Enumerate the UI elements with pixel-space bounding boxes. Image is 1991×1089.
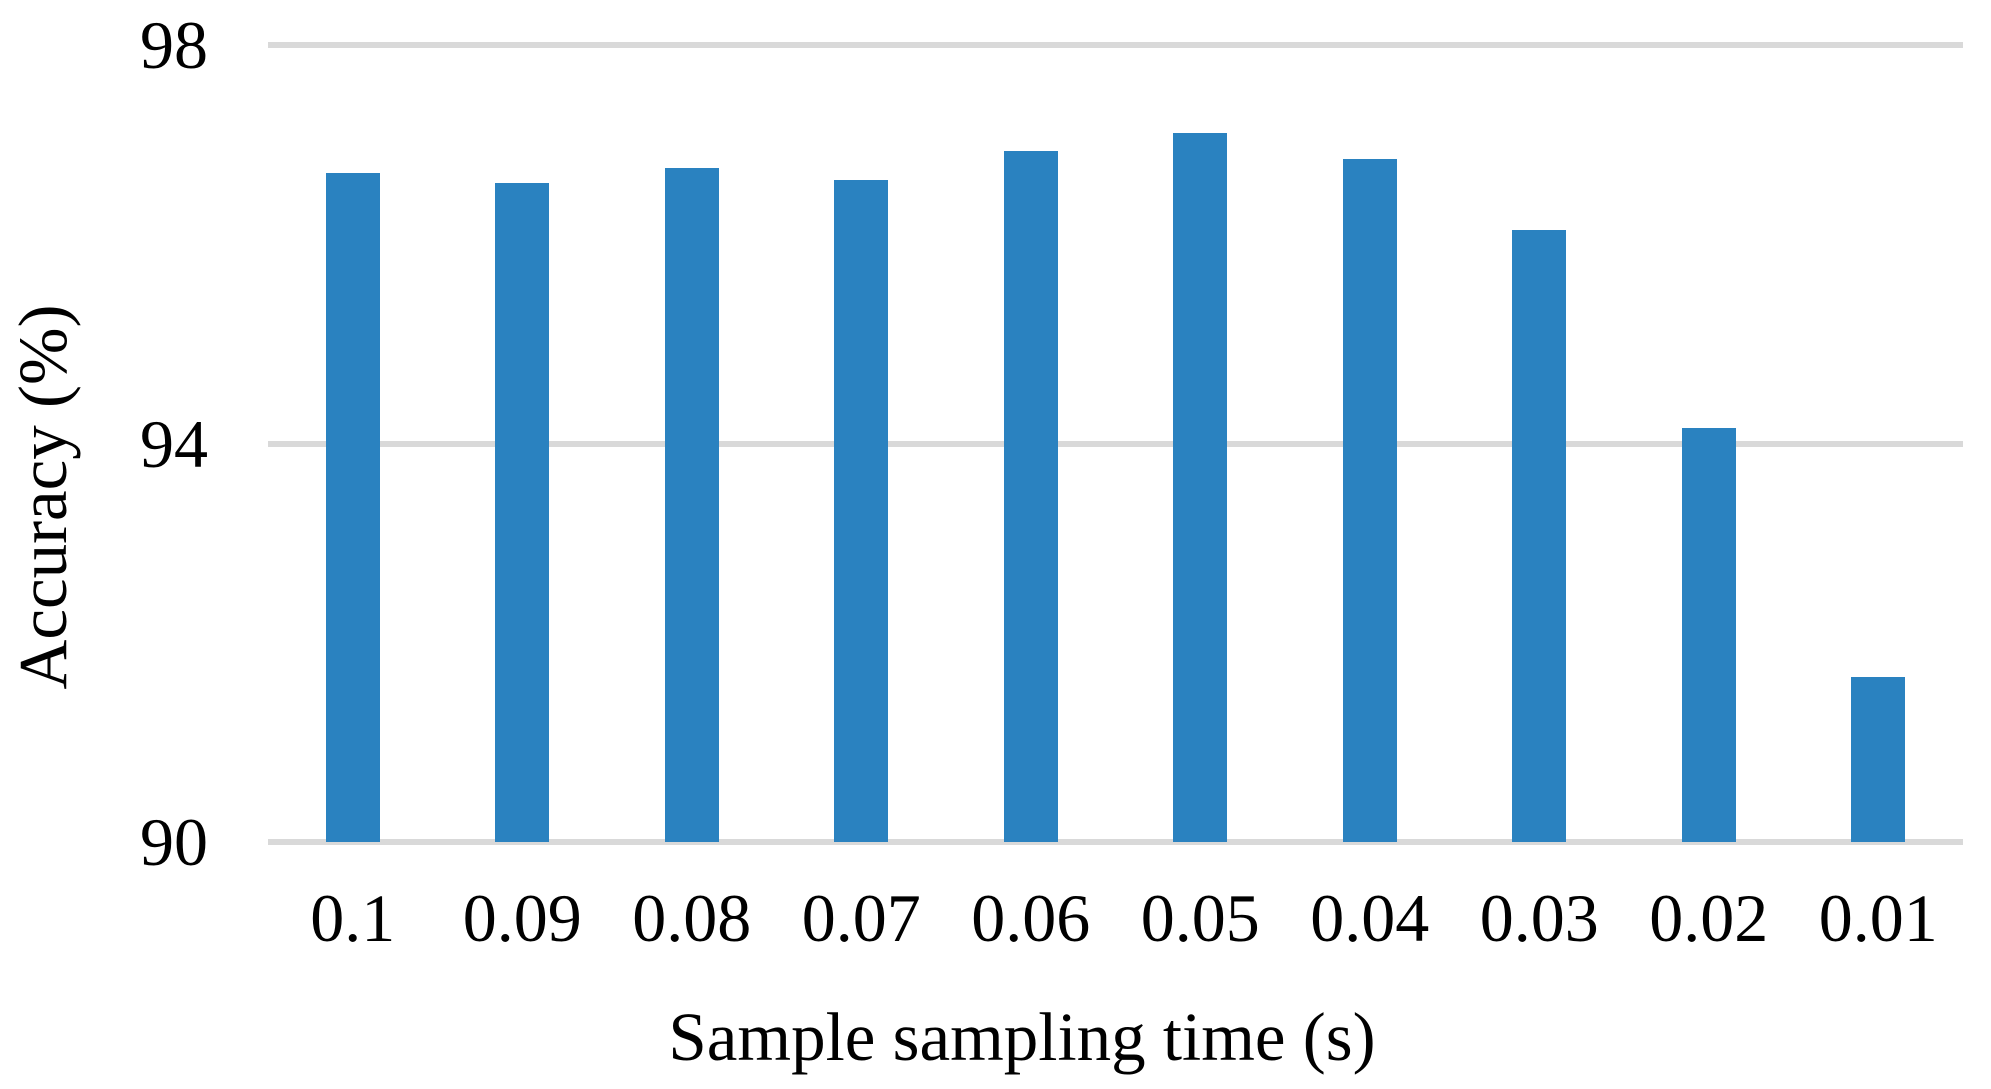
bar-0.04 bbox=[1342, 158, 1397, 842]
y-axis-title: Accuracy (%) bbox=[5, 304, 82, 690]
bar-0.05 bbox=[1173, 132, 1228, 842]
x-tick-label-0.06: 0.06 bbox=[971, 880, 1091, 956]
x-tick-label-0.1: 0.1 bbox=[310, 880, 396, 956]
x-tick-label-0.04: 0.04 bbox=[1310, 880, 1430, 956]
x-tick-label-0.05: 0.05 bbox=[1140, 880, 1260, 956]
gridline-94 bbox=[268, 440, 1963, 447]
bar-0.1 bbox=[325, 172, 380, 842]
bar-0.07 bbox=[834, 180, 889, 842]
x-tick-label-0.03: 0.03 bbox=[1479, 880, 1599, 956]
y-tick-label-94: 94 bbox=[140, 405, 208, 482]
x-tick-label-0.01: 0.01 bbox=[1818, 880, 1938, 956]
x-tick-label-0.09: 0.09 bbox=[462, 880, 582, 956]
x-tick-label-0.08: 0.08 bbox=[632, 880, 752, 956]
gridline-90 bbox=[268, 839, 1963, 845]
x-tick-label-0.02: 0.02 bbox=[1649, 880, 1769, 956]
bar-0.01 bbox=[1851, 676, 1906, 842]
y-tick-label-98: 98 bbox=[140, 7, 208, 83]
x-axis-title: Sample sampling time (s) bbox=[668, 999, 1376, 1076]
bar-0.09 bbox=[495, 183, 550, 842]
bar-0.03 bbox=[1512, 230, 1567, 842]
x-tick-label-0.07: 0.07 bbox=[801, 880, 921, 956]
bar-0.08 bbox=[664, 167, 719, 842]
bar-0.06 bbox=[1003, 150, 1058, 842]
y-tick-label-90: 90 bbox=[140, 804, 208, 880]
bar-0.02 bbox=[1681, 427, 1736, 842]
gridline-98 bbox=[268, 42, 1963, 48]
